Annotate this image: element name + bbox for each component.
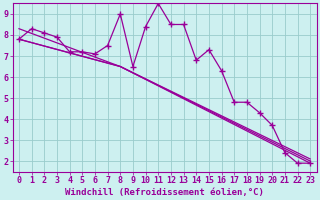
X-axis label: Windchill (Refroidissement éolien,°C): Windchill (Refroidissement éolien,°C) [65,188,264,197]
